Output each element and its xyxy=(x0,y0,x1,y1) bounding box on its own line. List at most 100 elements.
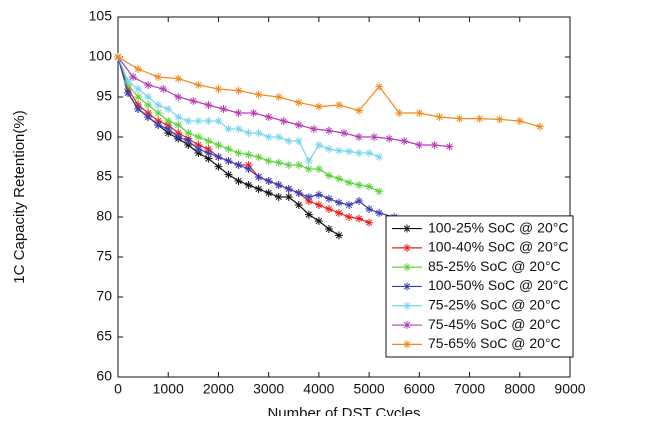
point-marker xyxy=(194,145,203,153)
point-marker xyxy=(495,115,504,124)
point-marker xyxy=(324,194,333,203)
point-marker xyxy=(309,125,318,133)
x-tick-label: 9000 xyxy=(554,381,585,397)
point-marker xyxy=(294,137,303,145)
point-marker xyxy=(204,154,213,163)
point-marker xyxy=(274,133,283,141)
point-marker xyxy=(214,141,223,149)
point-marker xyxy=(164,105,173,113)
x-tick-label: 6000 xyxy=(404,381,435,397)
point-marker xyxy=(174,133,183,141)
point-marker xyxy=(385,134,394,143)
point-marker xyxy=(254,129,263,137)
point-marker xyxy=(430,141,439,149)
legend-label: 75-65% SoC @ 20°C xyxy=(428,335,561,351)
point-marker xyxy=(174,113,183,121)
x-tick-label: 7000 xyxy=(454,381,485,397)
point-marker xyxy=(284,185,293,193)
point-marker xyxy=(204,149,213,157)
point-marker xyxy=(214,162,223,171)
point-marker xyxy=(314,165,323,173)
point-marker xyxy=(324,145,333,153)
point-marker xyxy=(314,102,323,111)
point-marker xyxy=(365,218,374,227)
point-marker xyxy=(254,173,263,181)
point-marker xyxy=(435,113,444,121)
x-tick-label: 8000 xyxy=(504,381,535,397)
plot-frame xyxy=(117,16,571,378)
point-marker xyxy=(375,82,384,91)
point-marker xyxy=(345,147,354,156)
point-marker xyxy=(284,161,293,169)
point-marker xyxy=(254,185,263,193)
point-marker xyxy=(184,137,193,145)
point-marker xyxy=(124,77,133,85)
point-marker xyxy=(254,153,263,161)
point-marker xyxy=(234,149,243,157)
point-marker xyxy=(279,117,288,125)
point-marker xyxy=(249,109,258,117)
point-marker xyxy=(314,201,323,209)
point-marker xyxy=(264,133,273,141)
point-marker xyxy=(154,121,163,129)
point-marker xyxy=(294,201,303,209)
point-marker xyxy=(284,137,293,145)
series-line xyxy=(117,56,541,128)
point-marker xyxy=(264,177,273,185)
y-tick-label: 60 xyxy=(96,368,112,384)
series-line xyxy=(117,56,380,163)
point-marker xyxy=(304,193,313,201)
point-marker xyxy=(144,81,153,89)
point-marker xyxy=(134,93,143,101)
point-marker xyxy=(274,193,283,201)
point-marker xyxy=(365,182,374,191)
point-marker xyxy=(340,129,348,137)
x-tick-label: 1000 xyxy=(153,381,184,397)
point-marker xyxy=(334,198,343,207)
point-marker xyxy=(365,205,374,213)
point-marker xyxy=(194,133,203,141)
y-tick-label: 80 xyxy=(96,208,112,224)
point-marker xyxy=(375,153,384,161)
point-marker xyxy=(334,101,343,109)
point-marker xyxy=(294,121,303,129)
point-marker xyxy=(224,125,233,133)
point-marker xyxy=(334,146,343,155)
point-marker xyxy=(314,141,323,149)
point-marker xyxy=(184,117,193,125)
point-marker xyxy=(264,157,273,165)
series-line xyxy=(117,56,395,218)
point-marker xyxy=(124,89,133,97)
point-marker xyxy=(129,73,138,81)
y-tick-label: 75 xyxy=(96,248,112,264)
point-marker xyxy=(144,113,153,121)
point-marker xyxy=(154,101,163,109)
point-marker xyxy=(134,105,143,113)
legend-label: 100-25% SoC @ 20°C xyxy=(428,219,568,235)
point-marker xyxy=(415,109,424,117)
y-tick-label: 105 xyxy=(89,8,113,24)
point-marker xyxy=(324,205,333,213)
legend-label: 100-40% SoC @ 20°C xyxy=(428,239,568,255)
point-marker xyxy=(264,113,273,121)
point-marker xyxy=(204,137,213,145)
y-tick-label: 85 xyxy=(96,168,112,184)
point-marker xyxy=(194,81,203,89)
point-marker xyxy=(154,109,163,117)
x-tick-label: 2000 xyxy=(203,381,234,397)
point-marker xyxy=(294,98,303,107)
point-marker xyxy=(189,97,198,105)
legend-marker xyxy=(403,243,411,252)
point-marker xyxy=(334,231,343,240)
x-tick-label: 5000 xyxy=(354,381,385,397)
legend-marker xyxy=(403,282,411,291)
point-marker xyxy=(365,149,374,157)
point-marker xyxy=(234,177,243,185)
point-marker xyxy=(184,129,193,137)
point-marker xyxy=(345,178,354,187)
point-marker xyxy=(370,133,379,141)
point-marker xyxy=(355,197,364,205)
point-marker xyxy=(234,109,243,117)
point-marker xyxy=(535,122,544,131)
